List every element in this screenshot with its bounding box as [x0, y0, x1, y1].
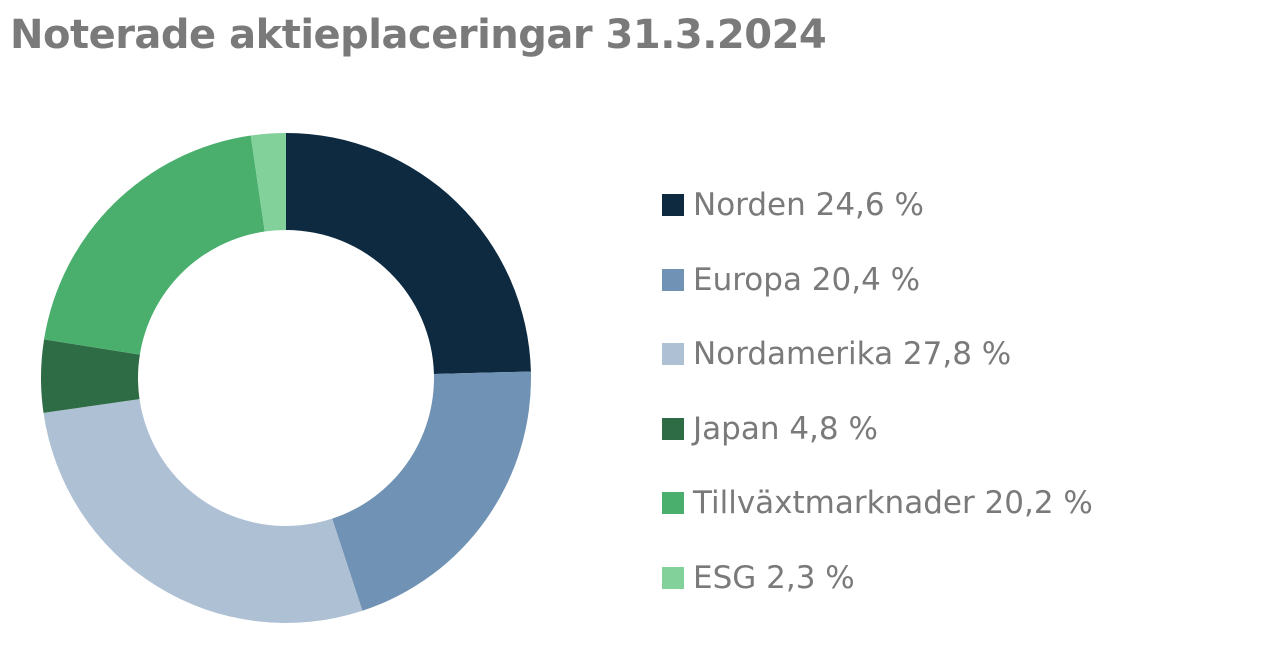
legend-item-europa: Europa 20,4 % — [662, 243, 1262, 318]
legend-swatch-norden — [662, 194, 684, 217]
legend-label-norden: Norden 24,6 % — [693, 187, 924, 224]
legend-label-europa: Europa 20,4 % — [693, 261, 921, 298]
legend-label-nordamerika: Nordamerika 27,8 % — [693, 336, 1012, 373]
donut-slices — [41, 133, 531, 623]
legend-item-tillvaxtmarknader: Tillväxtmarknader 20,2 % — [662, 466, 1262, 541]
legend-swatch-europa — [662, 268, 684, 291]
legend-item-norden: Norden 24,6 % — [662, 168, 1262, 243]
donut-slice-tillv-xtmarknader — [44, 135, 265, 355]
chart-legend: Norden 24,6 % Europa 20,4 % Nordamerika … — [662, 168, 1262, 615]
chart-title: Noterade aktieplaceringar 31.3.2024 — [10, 12, 827, 58]
legend-item-nordamerika: Nordamerika 27,8 % — [662, 317, 1262, 392]
legend-label-esg: ESG 2,3 % — [693, 559, 855, 596]
legend-item-japan: Japan 4,8 % — [662, 392, 1262, 467]
legend-label-japan: Japan 4,8 % — [693, 410, 878, 447]
donut-slice-europa — [332, 371, 531, 611]
legend-swatch-japan — [662, 417, 684, 440]
legend-swatch-esg — [662, 566, 684, 589]
donut-slice-japan — [41, 339, 140, 413]
donut-slice-norden — [286, 133, 531, 375]
donut-slice-nordamerika — [43, 399, 363, 623]
legend-label-tillvaxtmarknader: Tillväxtmarknader 20,2 % — [693, 485, 1093, 522]
legend-swatch-nordamerika — [662, 343, 684, 366]
legend-item-esg: ESG 2,3 % — [662, 541, 1262, 616]
legend-swatch-tillvaxtmarknader — [662, 492, 684, 515]
donut-chart — [41, 133, 531, 623]
donut-slice-esg — [250, 133, 286, 232]
